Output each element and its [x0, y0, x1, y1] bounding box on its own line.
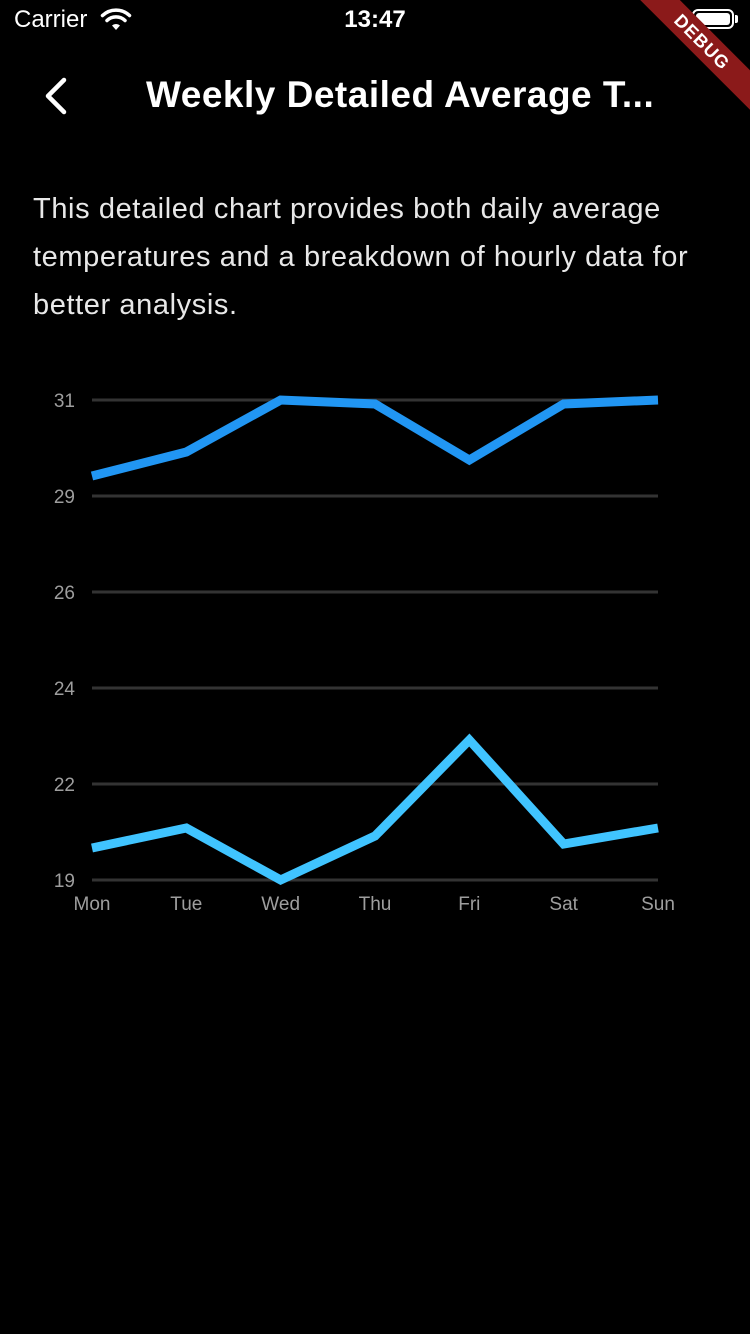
x-tick-label: Mon [74, 894, 111, 915]
battery-icon [692, 9, 734, 29]
y-tick-label: 22 [54, 775, 75, 796]
x-tick-label: Sun [641, 894, 675, 915]
y-axis-tick-labels: 19 22 24 26 29 31 [54, 391, 76, 892]
y-tick-label: 26 [54, 583, 75, 604]
x-tick-label: Wed [261, 894, 300, 915]
x-tick-label: Tue [170, 894, 202, 915]
wifi-icon [100, 8, 132, 30]
y-tick-label: 31 [54, 391, 75, 412]
chevron-left-icon [45, 77, 67, 115]
temperature-line-chart: 19 22 24 26 29 31 Mon Tue Wed Thu Fri Sat Sun [54, 391, 675, 915]
y-tick-label: 19 [54, 871, 75, 892]
y-tick-label: 29 [54, 487, 75, 508]
grid-lines [92, 398, 658, 882]
y-tick-label: 24 [54, 679, 76, 700]
chart-description: This detailed chart provides both daily … [33, 193, 689, 321]
x-tick-label: Fri [458, 894, 480, 915]
x-tick-label: Sat [549, 894, 578, 915]
data-series [90, 395, 659, 886]
series-line-2 [91, 733, 659, 886]
navigation-bar: Weekly Detailed Average T... [0, 48, 750, 144]
back-button[interactable] [30, 68, 86, 124]
page-title: Weekly Detailed Average T... [146, 74, 655, 115]
x-axis-tick-labels: Mon Tue Wed Thu Fri Sat Sun [74, 894, 675, 915]
carrier-label: Carrier [14, 6, 88, 33]
battery-nub [735, 15, 738, 23]
series-line-1 [90, 395, 659, 481]
status-bar: Carrier 13:47 [0, 0, 750, 40]
x-tick-label: Thu [359, 894, 392, 915]
status-time: 13:47 [344, 6, 406, 33]
